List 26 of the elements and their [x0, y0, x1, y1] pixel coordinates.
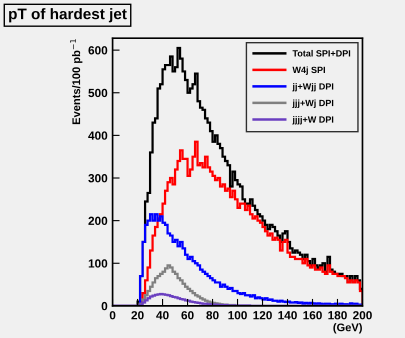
x-tick-label: 0 [110, 311, 116, 320]
x-tick-label: 20 [131, 311, 144, 320]
x-axis-title: (GeV) [333, 323, 362, 334]
legend-label: jj+Wjj DPI [292, 83, 334, 92]
x-tick-label: 100 [228, 311, 247, 320]
y-axis-title: Events/100 pb$^{−1}$ [70, 39, 82, 124]
y-tick-label: 0 [102, 302, 108, 310]
y-tick-label: 200 [88, 216, 108, 226]
x-tick-label: 40 [156, 311, 169, 320]
x-tick-label: 200 [353, 311, 372, 320]
y-tick-label: 600 [88, 46, 108, 55]
x-tick-label: 60 [181, 311, 194, 320]
legend-label: W4j SPI [292, 66, 325, 75]
x-tick-label: 80 [206, 311, 219, 320]
x-tick-label: 160 [303, 311, 322, 320]
legend-label: jjj+Wj DPI [292, 100, 334, 108]
y-tick-label: 300 [88, 174, 108, 182]
legend-label: jjjj+W DPI [292, 116, 334, 125]
chart-title: pT of hardest jet [9, 8, 127, 22]
x-tick-label: 140 [278, 311, 297, 320]
y-tick-label: 400 [88, 131, 108, 140]
y-tick-label: 500 [88, 88, 108, 98]
x-tick-label: 120 [253, 311, 272, 320]
y-tick-label: 100 [88, 259, 108, 268]
legend-label: Total SPI+DPI [292, 50, 350, 57]
x-tick-label: 180 [328, 311, 347, 320]
